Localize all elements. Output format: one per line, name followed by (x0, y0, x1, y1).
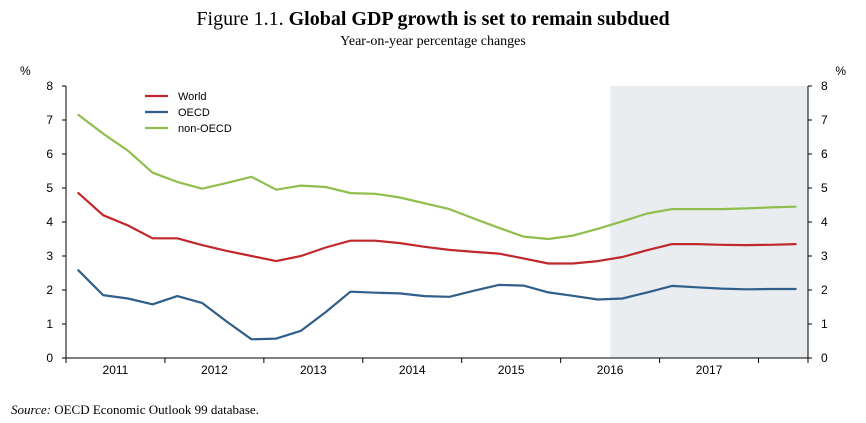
x-tick-label: 2017 (696, 363, 723, 377)
y-axis-label-left: % (20, 64, 31, 78)
y-tick-label-left: 5 (46, 181, 53, 195)
y-tick-label-right: 6 (821, 147, 828, 161)
source-label: Source: (11, 402, 51, 417)
y-tick-label-right: 4 (821, 215, 828, 229)
source-note: Source: OECD Economic Outlook 99 databas… (11, 402, 259, 418)
y-tick-label-left: 1 (46, 317, 53, 331)
figure-subtitle: Year-on-year percentage changes (340, 34, 526, 49)
y-tick-label-right: 2 (821, 283, 828, 297)
x-tick-label: 2016 (597, 363, 624, 377)
y-tick-label-right: 7 (821, 113, 828, 127)
series-line-world (77, 192, 797, 265)
y-tick-label-right: 5 (821, 181, 828, 195)
legend-label-world: World (178, 91, 207, 103)
figure-number: Figure 1.1. (196, 8, 284, 30)
x-tick-label: 2014 (399, 363, 426, 377)
series-line-non-oecd (77, 113, 797, 241)
source-text: OECD Economic Outlook 99 database. (54, 402, 259, 417)
x-tick-label: 2011 (103, 363, 129, 377)
legend-label-oecd: OECD (178, 107, 210, 119)
y-tick-label-left: 6 (46, 147, 53, 161)
x-tick-label: 2012 (201, 363, 228, 377)
x-tick-label: 2013 (300, 363, 327, 377)
figure-title: Figure 1.1. Global GDP growth is set to … (0, 8, 866, 31)
y-tick-label-left: 4 (46, 215, 53, 229)
y-tick-label-right: 8 (821, 79, 828, 93)
y-tick-label-left: 7 (46, 113, 53, 127)
y-tick-label-left: 3 (46, 249, 53, 263)
y-axis-label-right: % (835, 64, 846, 78)
y-tick-label-left: 8 (46, 79, 53, 93)
y-tick-label-right: 0 (821, 351, 828, 365)
y-tick-label-right: 1 (821, 317, 828, 331)
x-tick-label: 2015 (498, 363, 525, 377)
projection-shading (610, 86, 808, 358)
series-line-oecd (77, 269, 797, 341)
figure-title-text: Global GDP growth is set to remain subdu… (288, 8, 670, 30)
y-tick-label-left: 0 (46, 351, 53, 365)
legend-label-non-oecd: non-OECD (178, 123, 232, 135)
y-tick-label-right: 3 (821, 249, 828, 263)
y-tick-label-left: 2 (46, 283, 53, 297)
